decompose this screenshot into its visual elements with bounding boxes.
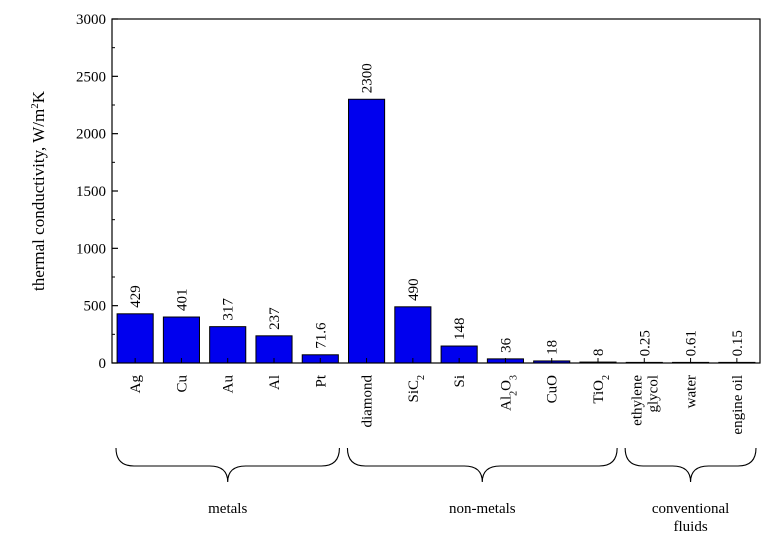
y-axis-title: thermal conductivity, W/m2K — [29, 90, 48, 291]
category-label: Al — [267, 375, 283, 390]
category-label: TiO2 — [591, 375, 612, 404]
category-label: engine oil — [730, 375, 746, 435]
value-labels: 429 401 317 237 71.6 2300 490 148 36 18 8 0.25 0.61 0… — [128, 63, 746, 356]
value-label: 401 — [174, 289, 190, 312]
category-label: Al2O3 — [498, 375, 519, 411]
value-label: 0.61 — [684, 330, 700, 356]
y-tick-label: 2000 — [76, 127, 106, 143]
category-label: CuO — [545, 375, 561, 404]
value-label: 148 — [452, 318, 468, 341]
bar — [162, 316, 200, 364]
group-brace — [115, 447, 340, 483]
value-label: 36 — [498, 337, 514, 353]
category-groups: metals non-metals conventional fluids — [115, 447, 757, 535]
y-axis-title-sup: 2 — [29, 103, 41, 109]
category-label: glycol — [645, 375, 661, 413]
y-axis-title-tail: K — [29, 90, 48, 103]
y-tick-label: 1500 — [76, 184, 106, 200]
category-label: Ag — [128, 375, 144, 394]
value-label: 0.15 — [730, 330, 746, 356]
category-label: Au — [221, 375, 237, 394]
category-label: diamond — [360, 375, 376, 428]
category-label: water — [684, 375, 700, 408]
category-label: Si — [452, 375, 468, 388]
y-tick-label: 0 — [99, 356, 107, 372]
plot-frame — [111, 18, 761, 364]
value-label: 8 — [591, 349, 607, 357]
category-label: ethylene — [629, 375, 645, 426]
group-label: fluids — [673, 519, 707, 535]
bar — [348, 98, 386, 364]
value-label: 2300 — [360, 63, 376, 93]
group-label: metals — [208, 501, 247, 517]
bar — [209, 326, 247, 364]
bars — [116, 98, 756, 364]
value-label: 0.25 — [637, 330, 653, 356]
group-label: conventional — [652, 501, 729, 517]
y-tick-label: 2500 — [76, 69, 106, 85]
y-tick-label: 3000 — [76, 12, 106, 28]
group-label: non-metals — [449, 501, 516, 517]
group-brace — [624, 447, 757, 483]
bar — [394, 306, 432, 364]
value-label: 237 — [267, 307, 283, 330]
y-axis-ticks: 0 500 1000 1500 2000 2500 3000 — [76, 12, 118, 372]
bar — [116, 313, 154, 364]
y-axis-title-text: thermal conductivity, W/m — [29, 109, 48, 291]
y-tick-label: 500 — [84, 299, 107, 315]
y-tick-label: 1000 — [76, 241, 106, 257]
category-labels: Ag Cu Au Al Pt diamond SiC2 Si Al2O3 CuO TiO2 ethyl… — [128, 358, 746, 435]
category-label: SiC2 — [406, 375, 427, 403]
value-label: 429 — [128, 285, 144, 308]
value-label: 490 — [406, 278, 422, 301]
group-brace — [346, 447, 618, 483]
category-label: Pt — [313, 374, 329, 387]
value-label: 317 — [221, 298, 237, 321]
category-label: Cu — [174, 375, 190, 393]
value-label: 18 — [545, 340, 561, 355]
value-label: 71.6 — [313, 322, 329, 349]
